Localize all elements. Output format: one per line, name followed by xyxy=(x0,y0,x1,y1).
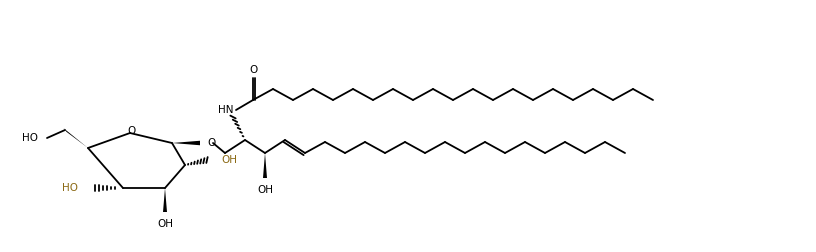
Text: O: O xyxy=(128,126,136,136)
Text: HO: HO xyxy=(62,183,78,193)
Text: O: O xyxy=(249,65,257,75)
Text: HO: HO xyxy=(22,133,38,143)
Polygon shape xyxy=(64,128,88,148)
Text: HN: HN xyxy=(218,105,233,115)
Polygon shape xyxy=(163,188,167,212)
Polygon shape xyxy=(263,153,267,178)
Text: OH: OH xyxy=(257,185,273,195)
Text: OH: OH xyxy=(157,219,173,229)
Text: OH: OH xyxy=(221,155,237,165)
Polygon shape xyxy=(172,141,200,145)
Text: O: O xyxy=(207,138,215,148)
